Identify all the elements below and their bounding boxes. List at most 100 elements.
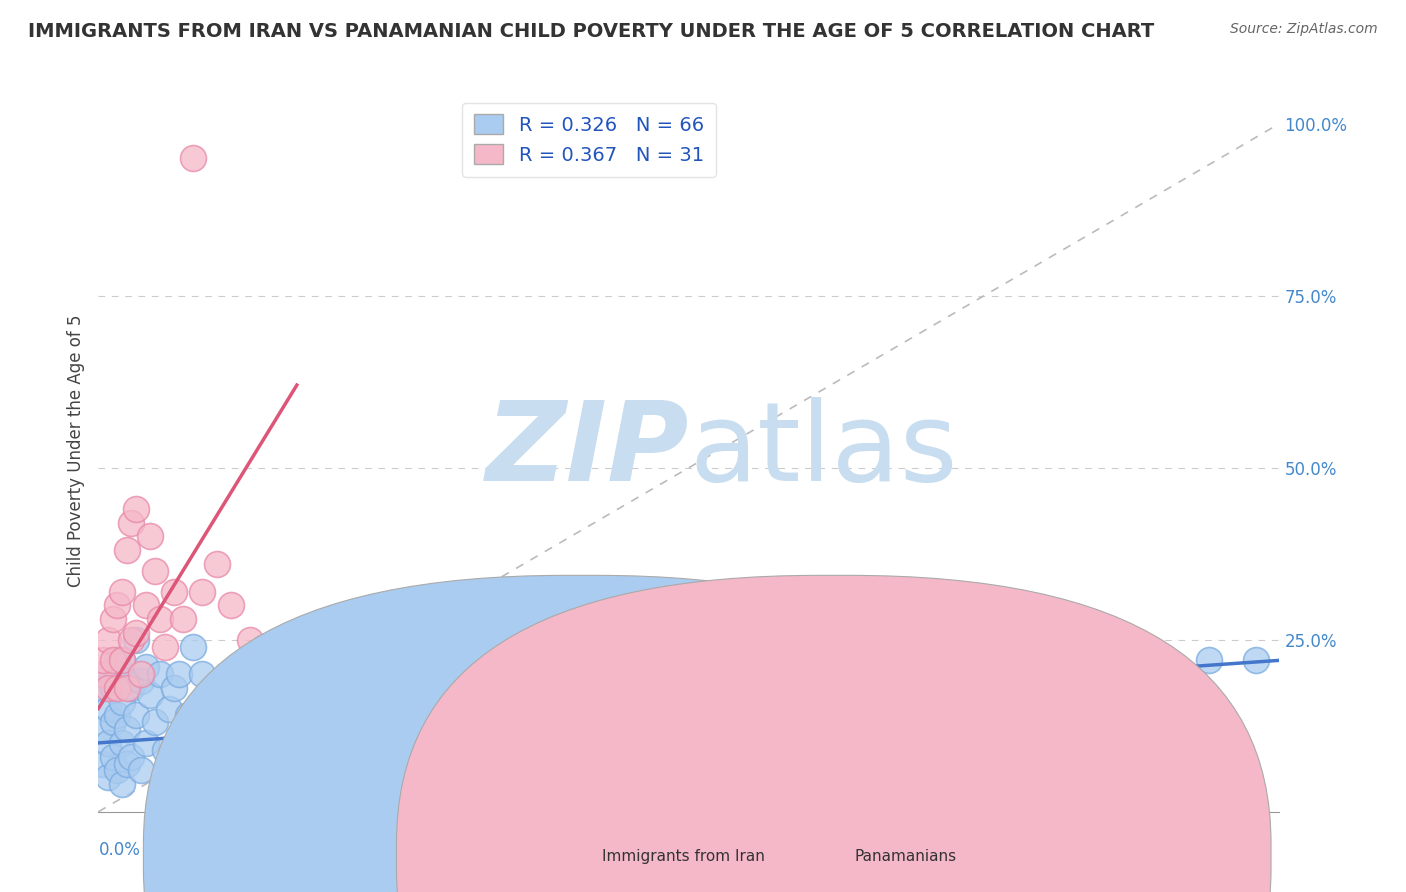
Point <box>125 502 148 516</box>
Point <box>139 688 162 702</box>
Point <box>129 673 152 688</box>
Point <box>1244 653 1267 667</box>
Point <box>163 584 186 599</box>
Point <box>1198 653 1220 667</box>
Point <box>149 667 172 681</box>
Point <box>418 653 440 667</box>
Point <box>465 667 488 681</box>
Point <box>97 632 120 647</box>
Point <box>181 151 204 165</box>
Point <box>1126 673 1149 688</box>
Point <box>135 660 157 674</box>
Point <box>97 667 120 681</box>
Point <box>97 701 120 715</box>
Point <box>177 708 200 723</box>
Text: 0.0%: 0.0% <box>98 840 141 859</box>
Point <box>167 667 190 681</box>
Point <box>111 736 134 750</box>
Point <box>371 667 394 681</box>
Point <box>394 688 416 702</box>
Point <box>267 715 290 730</box>
Point <box>512 681 534 695</box>
Point <box>97 681 120 695</box>
Point <box>143 715 166 730</box>
Text: IMMIGRANTS FROM IRAN VS PANAMANIAN CHILD POVERTY UNDER THE AGE OF 5 CORRELATION : IMMIGRANTS FROM IRAN VS PANAMANIAN CHILD… <box>28 22 1154 41</box>
Point <box>105 708 128 723</box>
Point <box>111 777 134 791</box>
Point <box>844 612 866 626</box>
Point <box>125 708 148 723</box>
Point <box>1080 632 1102 647</box>
Point <box>121 516 143 530</box>
Point <box>323 667 346 681</box>
Text: Immigrants from Iran: Immigrants from Iran <box>602 849 765 863</box>
Point <box>560 653 582 667</box>
Point <box>115 673 138 688</box>
Point <box>101 653 124 667</box>
Point <box>347 653 370 667</box>
Point <box>115 756 138 771</box>
Point <box>239 632 262 647</box>
Legend: R = 0.326   N = 66, R = 0.367   N = 31: R = 0.326 N = 66, R = 0.367 N = 31 <box>463 103 716 177</box>
Point <box>215 708 238 723</box>
Point <box>229 673 252 688</box>
Point <box>115 543 138 558</box>
Point <box>91 756 114 771</box>
Point <box>91 681 114 695</box>
Point <box>163 681 186 695</box>
Point <box>276 681 298 695</box>
Y-axis label: Child Poverty Under the Age of 5: Child Poverty Under the Age of 5 <box>66 314 84 587</box>
Point <box>105 764 128 778</box>
Point <box>121 681 143 695</box>
Point <box>149 612 172 626</box>
Text: atlas: atlas <box>689 397 957 504</box>
Text: Panamanians: Panamanians <box>855 849 957 863</box>
Point <box>121 632 143 647</box>
Point <box>205 557 228 571</box>
Point <box>135 599 157 613</box>
Point <box>153 743 176 757</box>
Point <box>101 715 124 730</box>
Point <box>135 736 157 750</box>
Point <box>299 701 322 715</box>
Point <box>97 736 120 750</box>
Point <box>201 695 224 709</box>
Point <box>748 673 770 688</box>
Point <box>121 749 143 764</box>
Point <box>129 764 152 778</box>
Point <box>172 612 194 626</box>
Point <box>105 681 128 695</box>
Point <box>191 584 214 599</box>
Point <box>91 667 114 681</box>
Point <box>172 756 194 771</box>
Point <box>91 722 114 736</box>
Text: Source: ZipAtlas.com: Source: ZipAtlas.com <box>1230 22 1378 37</box>
Point <box>111 653 134 667</box>
Point <box>205 749 228 764</box>
Point <box>101 612 124 626</box>
Point <box>153 640 176 654</box>
Text: ZIP: ZIP <box>485 397 689 504</box>
Point <box>239 736 262 750</box>
Point <box>654 667 676 681</box>
Point <box>129 667 152 681</box>
Point <box>115 722 138 736</box>
Point <box>97 770 120 784</box>
Point <box>139 529 162 543</box>
Point <box>125 625 148 640</box>
Point <box>938 660 960 674</box>
Point <box>143 564 166 578</box>
Point <box>285 653 308 667</box>
Point <box>219 599 242 613</box>
Point <box>111 653 134 667</box>
Point <box>101 749 124 764</box>
Point <box>267 640 290 654</box>
Point <box>115 681 138 695</box>
Point <box>111 584 134 599</box>
Point <box>191 667 214 681</box>
Point <box>157 701 180 715</box>
Point <box>253 640 276 654</box>
Point <box>181 640 204 654</box>
Point <box>285 647 308 661</box>
Point <box>105 653 128 667</box>
